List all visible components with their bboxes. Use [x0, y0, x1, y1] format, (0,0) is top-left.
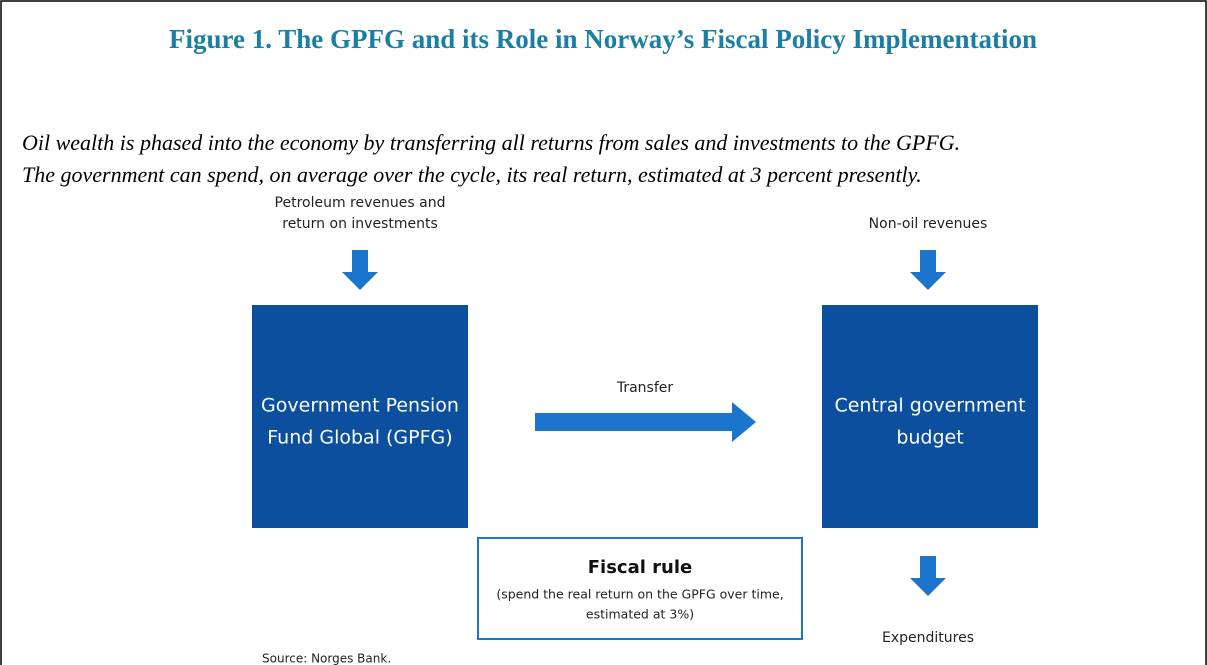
source: Source: Norges Bank. [262, 652, 391, 665]
node-label: budget [896, 427, 963, 449]
arrow-down [342, 250, 378, 290]
arrow-down [910, 250, 946, 290]
input-label: Non-oil revenues [869, 216, 988, 232]
subtitle-line: Oil wealth is phased into the economy by… [22, 130, 960, 155]
fiscal-rule-text: estimated at 3%) [586, 607, 694, 622]
arrow-right [535, 402, 756, 442]
fiscal-rule-title: Fiscal rule [588, 557, 693, 578]
node-label: Government Pension [261, 395, 459, 417]
input-label: return on investments [282, 216, 438, 232]
arrow-down [910, 556, 946, 596]
node-box [822, 305, 1038, 528]
node-box [252, 305, 468, 528]
transfer-label: Transfer [616, 380, 674, 396]
node-label: Central government [834, 395, 1025, 417]
output-label: Expenditures [882, 630, 974, 646]
input-label: Petroleum revenues and [275, 195, 446, 211]
fiscal-rule-box [477, 537, 803, 640]
fiscal-rule-text: (spend the real return on the GPFG over … [496, 587, 783, 602]
title: Figure 1. The GPFG and its Role in Norwa… [169, 24, 1037, 54]
node-label: Fund Global (GPFG) [267, 427, 452, 449]
subtitle-line: The government can spend, on average ove… [22, 162, 922, 187]
